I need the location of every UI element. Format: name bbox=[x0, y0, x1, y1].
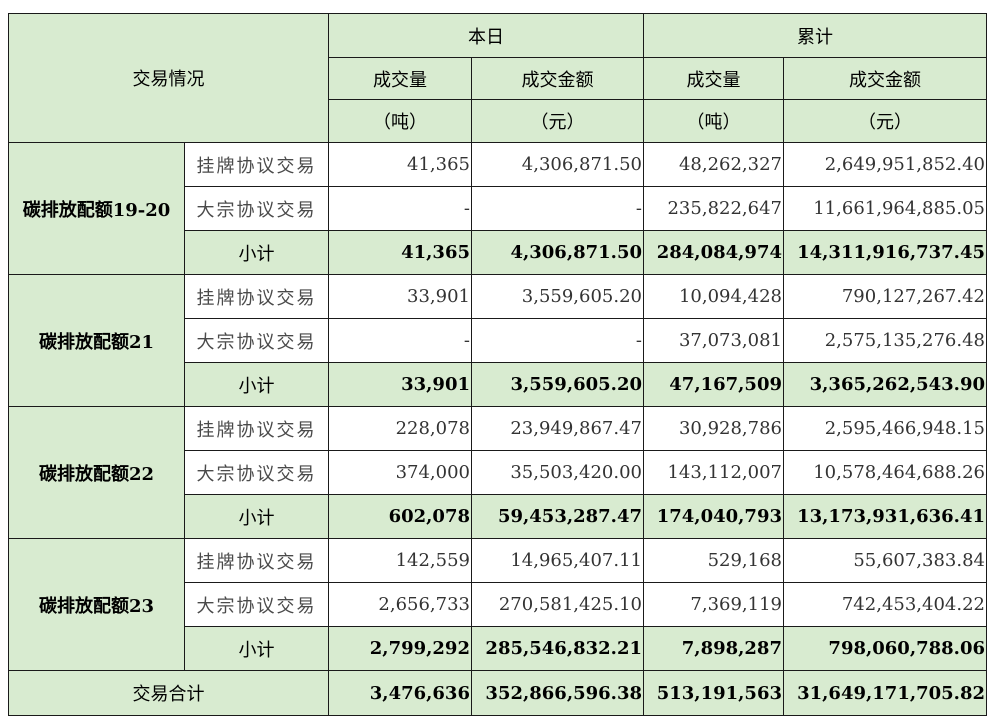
value-cell: 10,578,464,688.26 bbox=[783, 450, 987, 495]
value-cell: 55,607,383.84 bbox=[783, 538, 987, 583]
trade-type-label: 大宗协议交易 bbox=[184, 582, 329, 627]
value-cell: 228,078 bbox=[328, 406, 472, 451]
total-value-cell: 513,191,563 bbox=[643, 670, 784, 716]
trade-type-label: 挂牌协议交易 bbox=[184, 274, 329, 319]
subtotal-label: 小计 bbox=[184, 362, 329, 407]
value-cell: 33,901 bbox=[328, 362, 472, 407]
header-cum-volume: 成交量 bbox=[643, 57, 784, 100]
value-cell: 4,306,871.50 bbox=[471, 142, 644, 187]
value-cell: 143,112,007 bbox=[643, 450, 784, 495]
value-cell: 14,965,407.11 bbox=[471, 538, 644, 583]
value-cell: 2,799,292 bbox=[328, 626, 472, 671]
value-cell: 14,311,916,737.45 bbox=[783, 230, 987, 275]
value-cell: 285,546,832.21 bbox=[471, 626, 644, 671]
value-cell: - bbox=[328, 186, 472, 231]
total-row: 交易合计 3,476,636 352,866,596.38 513,191,563 31… bbox=[8, 670, 987, 716]
value-cell: 35,503,420.00 bbox=[471, 450, 644, 495]
value-cell: 3,559,605.20 bbox=[471, 362, 644, 407]
value-cell: 3,365,262,543.90 bbox=[783, 362, 987, 407]
value-cell: - bbox=[328, 318, 472, 363]
header-cumulative: 累计 bbox=[643, 13, 987, 58]
subtotal-label: 小计 bbox=[184, 230, 329, 275]
trade-type-label: 大宗协议交易 bbox=[184, 318, 329, 363]
value-cell: 4,306,871.50 bbox=[471, 230, 644, 275]
header-cum-amount-unit: （元） bbox=[783, 99, 987, 143]
value-cell: 174,040,793 bbox=[643, 494, 784, 539]
table-row: 大宗协议交易 - -235,822,647 11,661,964,885.05 bbox=[9, 186, 987, 231]
table-row: 碳排放配额23 挂牌协议交易 142,559 14,965,407.11 529,168… bbox=[8, 538, 987, 671]
value-cell: 30,928,786 bbox=[643, 406, 784, 451]
value-cell: 3,559,605.20 bbox=[471, 274, 644, 319]
header-today-volume: 成交量 bbox=[328, 57, 472, 100]
table-row: 碳排放配额21 挂牌协议交易 33,901 3,559,605.20 10,094,42… bbox=[8, 274, 987, 407]
trade-type-label: 挂牌协议交易 bbox=[184, 538, 329, 583]
header-title: 交易情况 bbox=[8, 13, 329, 143]
value-cell: 374,000 bbox=[328, 450, 472, 495]
header-today: 本日 bbox=[328, 13, 644, 58]
trade-type-label: 挂牌协议交易 bbox=[184, 142, 329, 187]
value-cell: 59,453,287.47 bbox=[471, 494, 644, 539]
value-cell: 7,369,119 bbox=[643, 582, 784, 627]
trading-summary-table: 交易情况 本日 累计 成交量 成交金额 成交量 成交金额 （吨） （元） （吨）… bbox=[8, 13, 987, 716]
table-row: 大宗协议交易 - -37,073,081 2,575,135,276.48 bbox=[9, 318, 987, 363]
header-cum-volume-unit: （吨） bbox=[643, 99, 784, 143]
header-today-amount: 成交金额 bbox=[471, 57, 644, 100]
group-label: 碳排放配额22 bbox=[8, 406, 185, 539]
value-cell: 742,453,404.22 bbox=[783, 582, 987, 627]
value-cell: 2,595,466,948.15 bbox=[783, 406, 987, 451]
value-cell: 11,661,964,885.05 bbox=[783, 186, 987, 231]
table-row: 小计 33,901 3,559,605.20 47,167,509 3,365,262,… bbox=[9, 362, 987, 407]
header-today-amount-unit: （元） bbox=[471, 99, 644, 143]
value-cell: 7,898,287 bbox=[643, 626, 784, 671]
value-cell: 13,173,931,636.41 bbox=[783, 494, 987, 539]
total-value-cell: 31,649,171,705.82 bbox=[783, 670, 987, 716]
group-label: 碳排放配额23 bbox=[8, 538, 185, 671]
value-cell: - bbox=[471, 186, 644, 231]
value-cell: - bbox=[471, 318, 644, 363]
trade-type-label: 挂牌协议交易 bbox=[184, 406, 329, 451]
value-cell: 48,262,327 bbox=[643, 142, 784, 187]
table-row: 碳排放配额22 挂牌协议交易 228,078 23,949,867.47 30,928,… bbox=[8, 406, 987, 539]
value-cell: 37,073,081 bbox=[643, 318, 784, 363]
total-value-cell: 3,476,636 bbox=[328, 670, 472, 716]
value-cell: 10,094,428 bbox=[643, 274, 784, 319]
value-cell: 142,559 bbox=[328, 538, 472, 583]
value-cell: 602,078 bbox=[328, 494, 472, 539]
value-cell: 2,656,733 bbox=[328, 582, 472, 627]
total-value-cell: 352,866,596.38 bbox=[471, 670, 644, 716]
value-cell: 41,365 bbox=[328, 142, 472, 187]
value-cell: 47,167,509 bbox=[643, 362, 784, 407]
header-today-volume-unit: （吨） bbox=[328, 99, 472, 143]
group-label: 碳排放配额21 bbox=[8, 274, 185, 407]
value-cell: 2,649,951,852.40 bbox=[783, 142, 987, 187]
value-cell: 798,060,788.06 bbox=[783, 626, 987, 671]
header-cum-amount: 成交金额 bbox=[783, 57, 987, 100]
value-cell: 2,575,135,276.48 bbox=[783, 318, 987, 363]
subtotal-label: 小计 bbox=[184, 494, 329, 539]
value-cell: 790,127,267.42 bbox=[783, 274, 987, 319]
value-cell: 284,084,974 bbox=[643, 230, 784, 275]
group-label: 碳排放配额19-20 bbox=[8, 142, 185, 275]
trade-type-label: 大宗协议交易 bbox=[184, 186, 329, 231]
table-row: 小计 2,799,292 285,546,832.21 7,898,287 798,06… bbox=[9, 626, 987, 671]
value-cell: 33,901 bbox=[328, 274, 472, 319]
table-row: 小计 602,078 59,453,287.47 174,040,793 13,173,… bbox=[9, 494, 987, 539]
table-row: 大宗协议交易 374,000 35,503,420.00 143,112,007 10,… bbox=[9, 450, 987, 495]
value-cell: 41,365 bbox=[328, 230, 472, 275]
value-cell: 529,168 bbox=[643, 538, 784, 583]
subtotal-label: 小计 bbox=[184, 626, 329, 671]
value-cell: 23,949,867.47 bbox=[471, 406, 644, 451]
total-label: 交易合计 bbox=[8, 670, 329, 716]
table-row: 小计 41,365 4,306,871.50 284,084,974 14,311,91… bbox=[9, 230, 987, 275]
table-row: 碳排放配额19-20 挂牌协议交易 41,365 4,306,871.50 48,262… bbox=[8, 142, 987, 275]
value-cell: 235,822,647 bbox=[643, 186, 784, 231]
trade-type-label: 大宗协议交易 bbox=[184, 450, 329, 495]
value-cell: 270,581,425.10 bbox=[471, 582, 644, 627]
